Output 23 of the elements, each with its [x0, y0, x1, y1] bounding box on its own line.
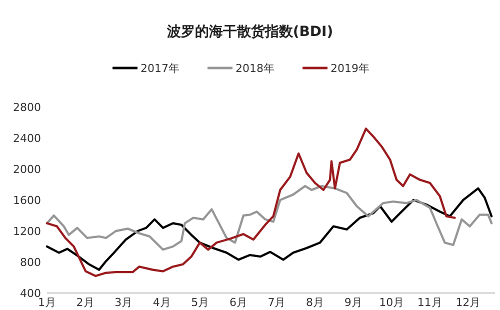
ytick: 2800	[13, 101, 41, 114]
xtick: 7月	[268, 296, 286, 309]
title: 波罗的海干散货指数(BDI)	[166, 24, 334, 40]
xtick: 1月	[38, 296, 56, 309]
xtick: 10月	[379, 296, 404, 309]
ytick: 2000	[13, 163, 41, 176]
ytick: 1200	[13, 225, 41, 238]
ytick: 400	[20, 287, 41, 300]
ytick: 1600	[13, 194, 41, 207]
xtick: 2月	[76, 296, 94, 309]
legend-label: 2017年	[140, 62, 180, 75]
ytick: 800	[20, 256, 41, 269]
xtick: 9月	[344, 296, 362, 309]
xtick: 6月	[229, 296, 248, 309]
ytick: 2400	[13, 132, 41, 145]
xtick: 4月	[152, 296, 171, 309]
xtick: 11月	[417, 296, 442, 309]
legend-label: 2019年	[330, 62, 370, 75]
legend-label: 2018年	[236, 62, 274, 75]
xtick: 12月	[456, 296, 481, 309]
xtick: 8月	[306, 296, 324, 309]
xtick: 5月	[191, 296, 210, 309]
xtick: 3月	[114, 296, 133, 309]
